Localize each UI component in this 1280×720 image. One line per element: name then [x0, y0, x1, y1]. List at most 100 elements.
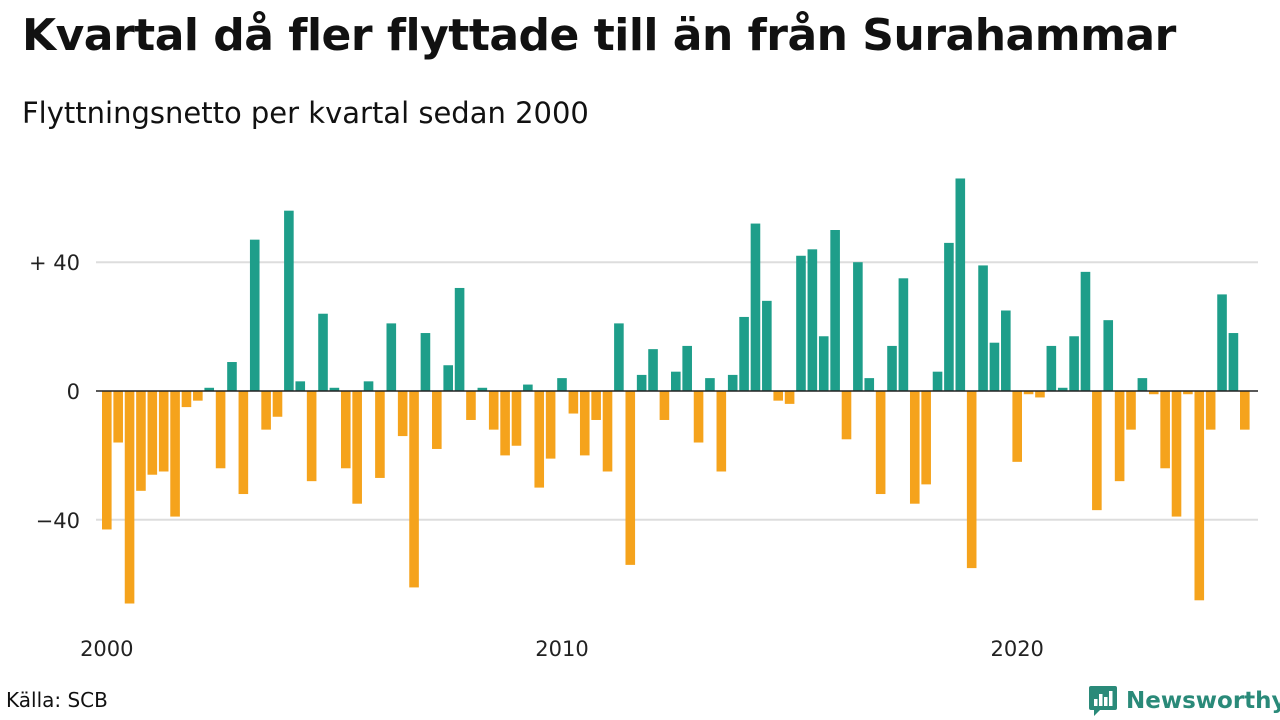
- bar: [841, 391, 852, 440]
- bar: [602, 391, 613, 472]
- bar: [1126, 391, 1136, 430]
- bar: [887, 345, 897, 391]
- bar: [579, 391, 590, 456]
- bar: [944, 242, 954, 391]
- bar: [796, 255, 806, 391]
- bar: [932, 371, 943, 391]
- bar: [409, 391, 419, 588]
- bar: [1217, 294, 1227, 391]
- bar: [1103, 320, 1114, 391]
- bar: [272, 391, 283, 417]
- bar: [488, 391, 499, 430]
- bar: [102, 391, 112, 530]
- x-tick-label: 2010: [535, 637, 588, 661]
- bar-chart-logo-icon: [1089, 686, 1117, 716]
- bar: [477, 387, 488, 391]
- bar: [1148, 391, 1159, 395]
- bar: [500, 391, 510, 456]
- bar: [989, 342, 1000, 391]
- bar: [113, 391, 123, 443]
- bar: [249, 239, 260, 391]
- bar: [898, 278, 909, 391]
- bar: [340, 391, 351, 469]
- bar: [978, 265, 988, 391]
- bar: [261, 391, 271, 430]
- bar: [363, 381, 374, 391]
- x-tick-label: 2020: [990, 637, 1043, 661]
- bar: [170, 391, 180, 517]
- bar: [204, 387, 215, 391]
- brand-name: Newsworthy: [1126, 688, 1280, 714]
- bar: [875, 391, 886, 495]
- bar: [545, 391, 556, 459]
- bar: [750, 223, 761, 391]
- bar: [659, 391, 670, 420]
- bar: [534, 391, 545, 488]
- bar: [523, 384, 533, 391]
- y-axis-labels: + 40 0 −40: [29, 251, 80, 533]
- source-label: Källa: SCB: [6, 688, 108, 712]
- bar: [306, 391, 317, 482]
- y-tick-label: −40: [36, 509, 80, 533]
- bar: [807, 249, 818, 391]
- bar: [921, 391, 931, 485]
- bar: [397, 391, 408, 437]
- bar: [215, 391, 226, 469]
- bar: [693, 391, 704, 443]
- bar: [716, 391, 727, 472]
- bar: [568, 391, 579, 414]
- chart-title: Kvartal då fler flyttade till än från Su…: [22, 10, 1176, 61]
- bar: [682, 345, 692, 391]
- bar: [454, 287, 465, 391]
- bar: [318, 313, 328, 391]
- bar: [818, 336, 829, 391]
- bar: [1080, 271, 1091, 391]
- bar: [636, 374, 647, 391]
- bar: [1035, 391, 1045, 398]
- bar: [909, 391, 920, 504]
- brand-logo: Newsworthy: [1088, 684, 1280, 718]
- bar: [1137, 378, 1148, 391]
- bar: [124, 391, 135, 604]
- bar: [511, 391, 522, 446]
- bar: [625, 391, 636, 565]
- chart-subtitle: Flyttningsnetto per kvartal sedan 2000: [22, 96, 589, 130]
- bar: [853, 262, 863, 391]
- bar: [762, 300, 772, 391]
- bar: [739, 316, 749, 391]
- bar: [1114, 391, 1125, 482]
- bar: [1160, 391, 1170, 469]
- bar: [295, 381, 306, 391]
- bar: [864, 378, 875, 391]
- bar: [329, 387, 340, 391]
- bar: [1240, 391, 1250, 430]
- bar: [1012, 391, 1022, 462]
- bar: [955, 178, 966, 391]
- bar: [1046, 345, 1057, 391]
- bar: [238, 391, 249, 495]
- bar: [443, 365, 453, 391]
- bar: [773, 391, 784, 401]
- bars: [102, 178, 1250, 604]
- bar: [158, 391, 169, 472]
- bar: [966, 391, 977, 569]
- bar: [136, 391, 146, 491]
- bar: [1171, 391, 1182, 517]
- bar: [1228, 333, 1239, 391]
- bar: [432, 391, 442, 449]
- bar: [1057, 387, 1068, 391]
- bar: [557, 378, 567, 391]
- bar: [591, 391, 601, 420]
- bar: [784, 391, 795, 404]
- bar: [284, 210, 294, 391]
- bar: [147, 391, 158, 475]
- bar: [671, 371, 681, 391]
- y-tick-label: + 40: [29, 251, 80, 275]
- bar: [830, 230, 840, 391]
- bar: [727, 374, 738, 391]
- bar: [1001, 310, 1011, 391]
- bar: [227, 362, 237, 391]
- bar: [614, 323, 624, 391]
- x-axis-labels: 2000 2010 2020: [80, 637, 1044, 661]
